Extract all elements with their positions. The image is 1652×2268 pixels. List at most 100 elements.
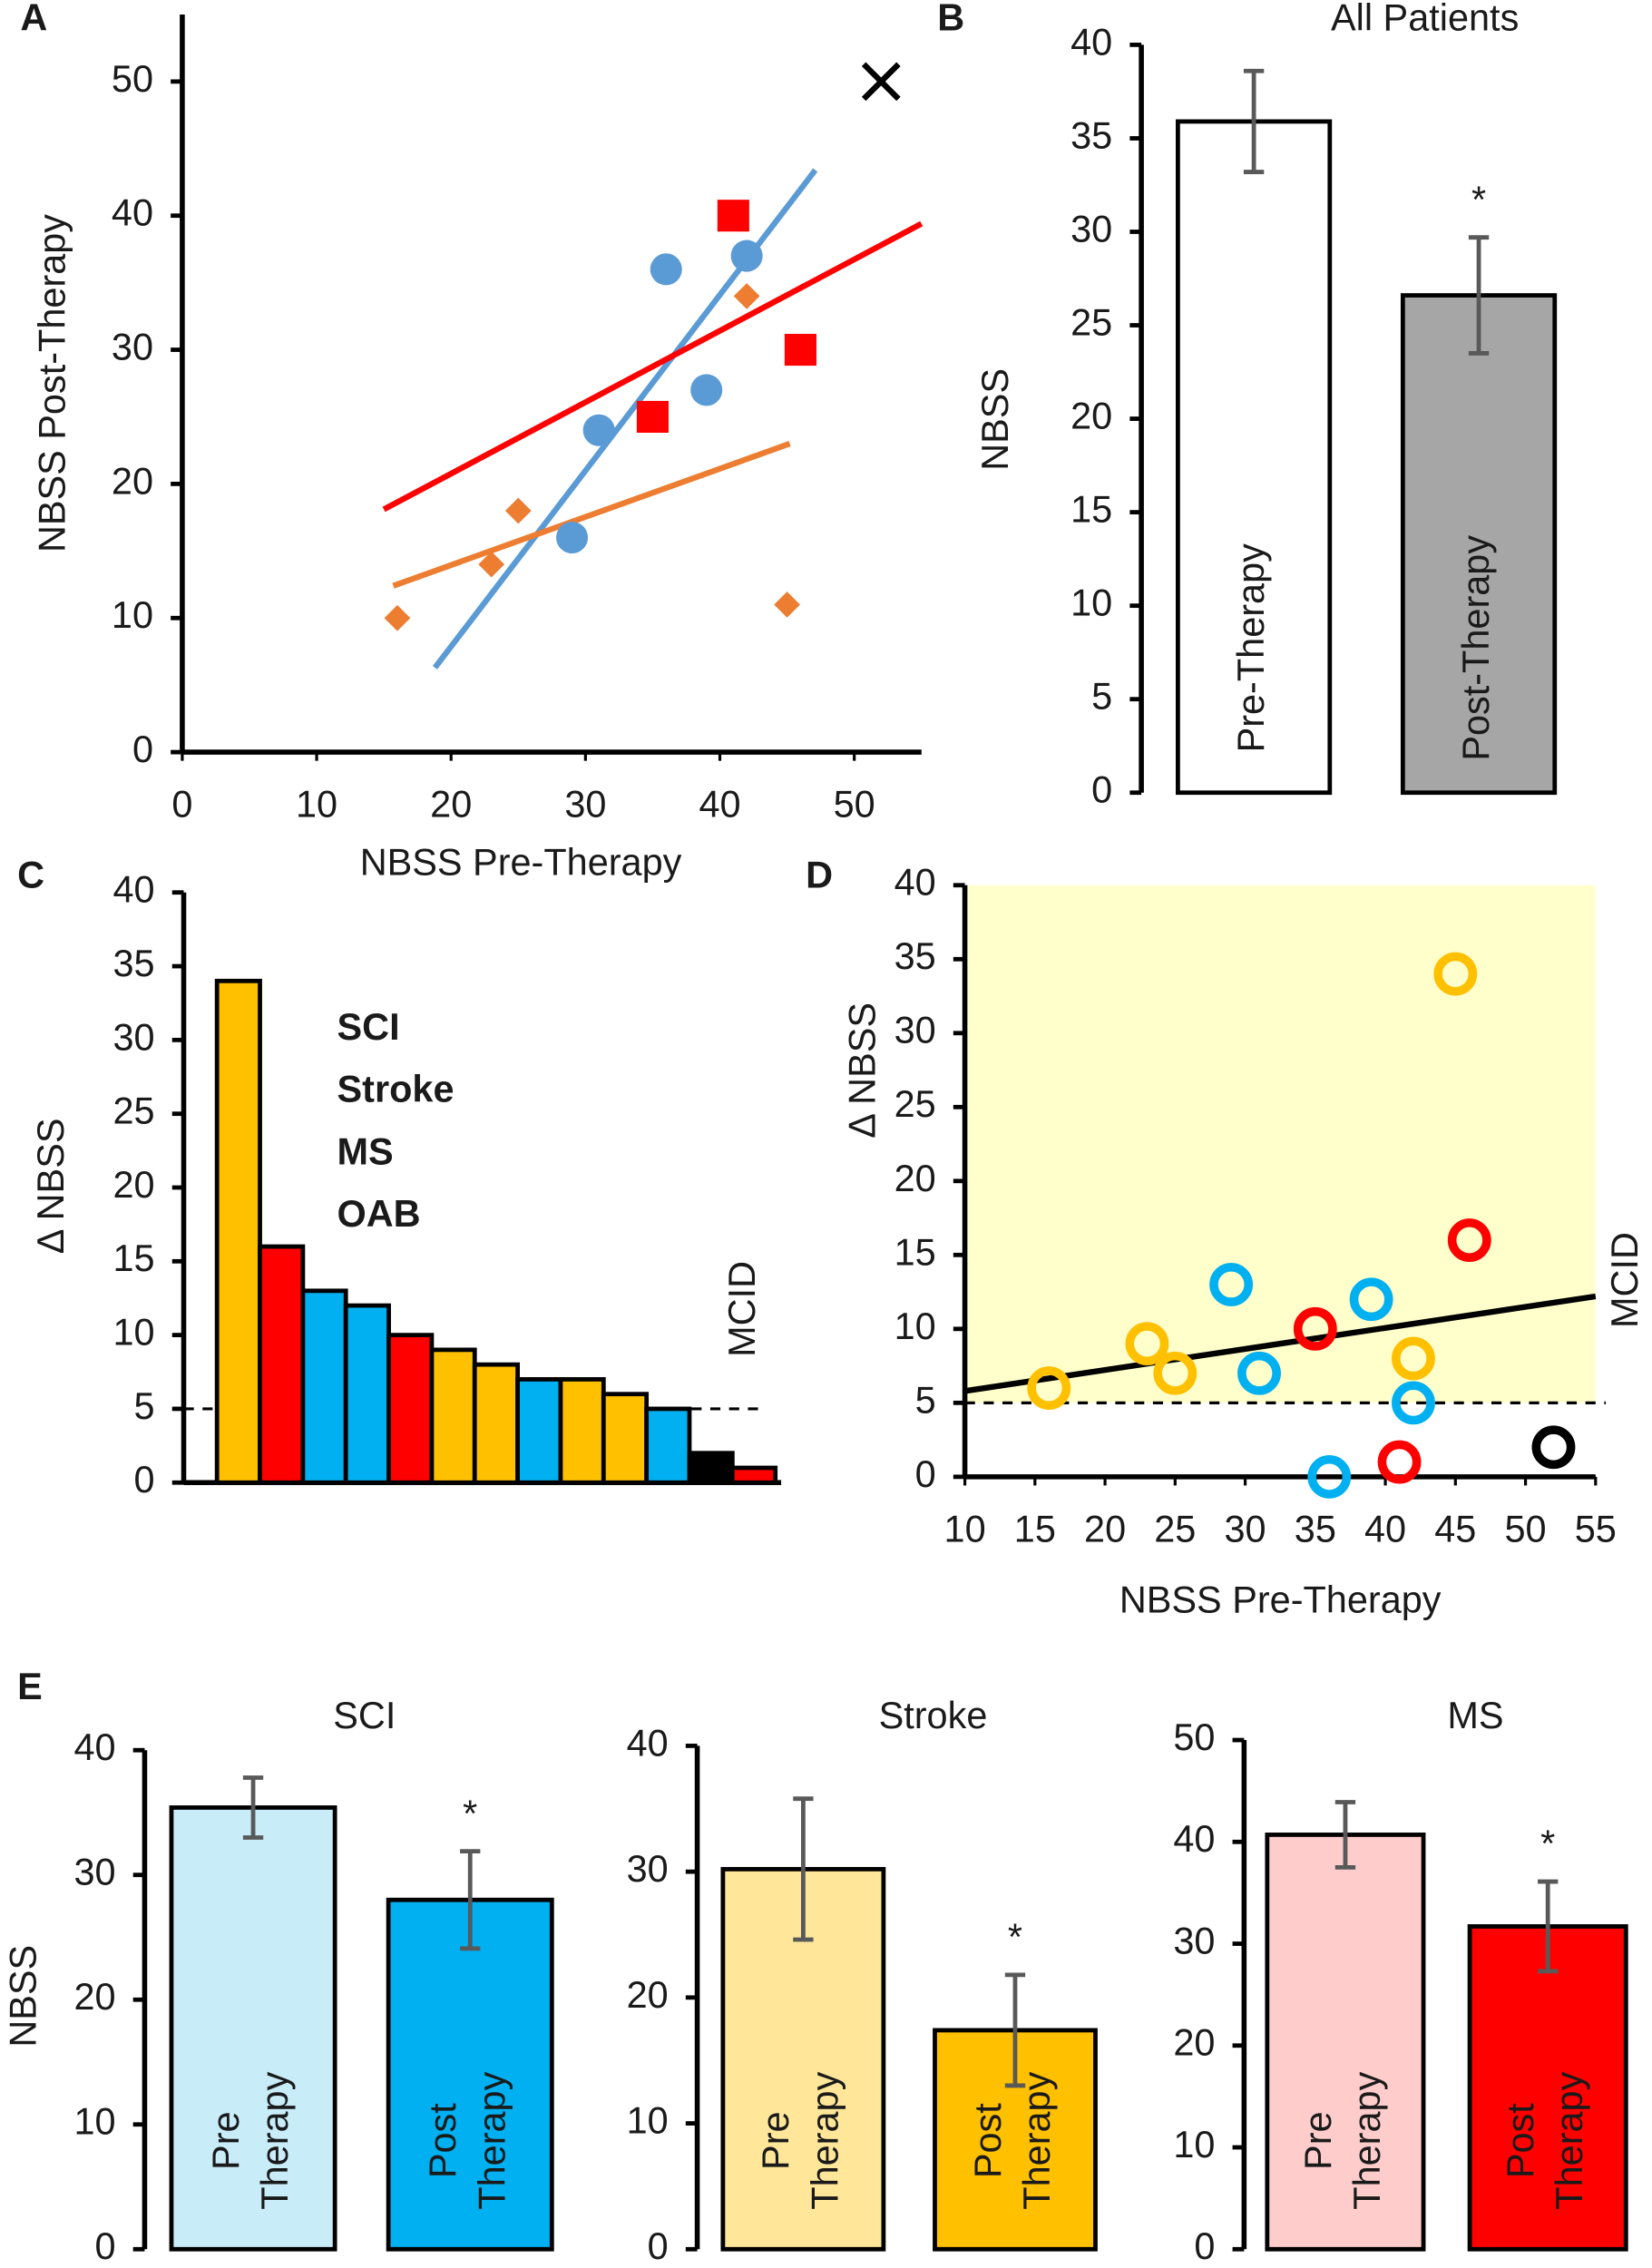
panel-letter: C: [17, 854, 44, 896]
bar: [343, 1303, 391, 1485]
point: [1349, 1277, 1393, 1322]
y-axis-title: NBSS: [2, 1945, 44, 2048]
point: [650, 253, 682, 286]
point: [861, 62, 901, 102]
significance-marker: *: [1008, 1916, 1022, 1959]
y-tick-label: 0: [132, 728, 153, 770]
legend-entry: SCI: [337, 1005, 400, 1048]
trendline: [382, 220, 924, 513]
point: [1392, 1336, 1435, 1381]
y-tick-label: 10: [894, 1305, 936, 1347]
y-tick-label: 25: [894, 1082, 936, 1125]
x-tick-label: 40: [699, 783, 740, 826]
point: [1307, 1454, 1352, 1499]
y-tick-label: 0: [134, 1458, 155, 1501]
x-tick-label: 50: [1505, 1507, 1547, 1549]
x-tick-label: 15: [1014, 1507, 1056, 1549]
bar: [386, 1897, 554, 2252]
y-tick-label: 10: [73, 2100, 115, 2143]
y-tick-label: 20: [627, 1973, 669, 2016]
y-tick-label: 5: [1091, 675, 1112, 718]
y-tick-label: 0: [1194, 2224, 1215, 2267]
y-axis-title: NBSS: [973, 368, 1016, 471]
point: [582, 414, 615, 446]
x-tick-label: 40: [1364, 1507, 1406, 1549]
x-axis-title: NBSS Pre-Therapy: [360, 840, 682, 883]
x-tick-label: 25: [1154, 1507, 1196, 1549]
y-axis-title: Δ NBSS: [841, 1002, 884, 1139]
x-axis-title: NBSS Pre-Therapy: [1119, 1579, 1442, 1621]
y-tick-label: 30: [73, 1851, 115, 1893]
point: [1447, 1218, 1491, 1262]
y-tick-label: 20: [112, 459, 153, 502]
point: [717, 200, 749, 232]
y-tick-label: 20: [113, 1163, 155, 1206]
y-tick-label: 20: [73, 1975, 115, 2018]
bar: [429, 1347, 477, 1485]
category-label: Therapy: [1345, 2071, 1388, 2209]
y-tick-label: 35: [1070, 113, 1112, 156]
point: [556, 521, 589, 554]
bar: [687, 1451, 735, 1485]
category-label: Therapy: [253, 2071, 296, 2209]
significance-marker: *: [1540, 1823, 1555, 1865]
category-label: Therapy: [803, 2071, 846, 2209]
y-tick-label: 50: [1173, 1716, 1215, 1758]
y-tick-label: 25: [1070, 300, 1112, 343]
y-tick-label: 40: [1070, 20, 1112, 63]
reference-label: MCID: [720, 1261, 763, 1357]
y-tick-label: 40: [1173, 1817, 1215, 1860]
y-tick-label: 0: [915, 1452, 936, 1495]
point: [733, 283, 760, 309]
y-tick-label: 40: [627, 1721, 669, 1764]
bar: [729, 1465, 778, 1485]
category-label: Pre-Therapy: [1229, 543, 1272, 753]
y-tick-label: 10: [627, 2099, 669, 2142]
panel-letter: A: [20, 0, 47, 38]
bar: [601, 1392, 650, 1485]
category-label: Post: [1499, 2103, 1541, 2178]
y-tick-label: 30: [112, 326, 153, 368]
trendline: [432, 168, 818, 670]
y-tick-label: 0: [648, 2224, 669, 2267]
y-tick-label: 40: [112, 191, 153, 234]
point: [1293, 1306, 1337, 1351]
category-label: Post: [966, 2103, 1009, 2178]
y-tick-label: 30: [113, 1015, 155, 1058]
y-tick-label: 5: [134, 1384, 155, 1427]
bar: [515, 1377, 563, 1485]
reference-label: MCID: [1603, 1232, 1646, 1328]
bar: [300, 1288, 348, 1485]
y-tick-label: 40: [73, 1725, 115, 1768]
category-label: Therapy: [1015, 2071, 1058, 2209]
x-tick-label: 10: [296, 783, 337, 826]
y-axis-title: Δ NBSS: [29, 1119, 72, 1255]
x-tick-label: 35: [1295, 1507, 1336, 1549]
bar: [644, 1406, 692, 1485]
category-label: Therapy: [1548, 2071, 1590, 2209]
bar: [472, 1362, 521, 1485]
y-tick-label: 10: [112, 593, 153, 636]
point: [784, 334, 816, 367]
point: [1433, 952, 1478, 996]
y-tick-label: 30: [894, 1009, 936, 1051]
y-tick-label: 10: [113, 1311, 155, 1354]
y-tick-label: 0: [1091, 768, 1112, 811]
legend-entry: MS: [337, 1129, 394, 1172]
point: [1531, 1425, 1576, 1470]
chart-title: SCI: [333, 1694, 396, 1736]
x-tick-label: 0: [171, 783, 192, 826]
y-tick-label: 50: [112, 57, 153, 100]
point: [774, 591, 800, 618]
bar: [386, 1333, 435, 1485]
bar: [258, 1244, 306, 1485]
x-tick-label: 45: [1434, 1507, 1476, 1549]
category-label: Post: [421, 2103, 464, 2178]
panel-letter: B: [937, 0, 964, 38]
bar: [169, 1805, 337, 2252]
point: [1392, 1381, 1435, 1425]
x-tick-label: 50: [834, 783, 875, 826]
point: [384, 604, 411, 631]
y-tick-label: 35: [113, 942, 155, 984]
bar: [214, 978, 262, 1485]
